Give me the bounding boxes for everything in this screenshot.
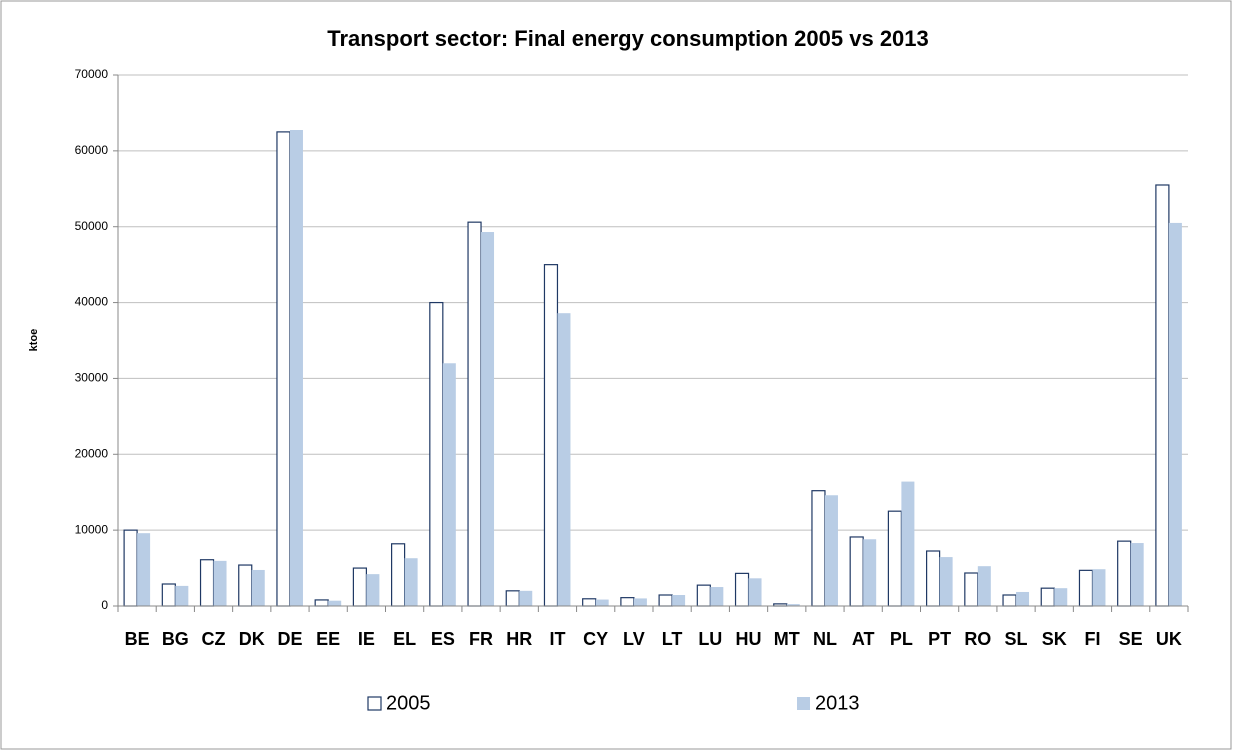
x-tick-label: LU (698, 629, 722, 649)
bar (734, 572, 750, 607)
x-tick-label: IE (358, 629, 375, 649)
x-tick-label: HR (506, 629, 532, 649)
bar (1092, 569, 1106, 606)
x-tick-label: RO (964, 629, 991, 649)
y-tick-label: 50000 (75, 219, 109, 233)
bar (404, 558, 418, 606)
legend-label: 2005 (386, 692, 431, 714)
bar (505, 590, 520, 607)
bar (442, 363, 456, 606)
x-tick-label: PL (890, 629, 913, 649)
bar (123, 529, 138, 607)
bar (429, 301, 444, 607)
chart-title: Transport sector: Final energy consumpti… (327, 26, 929, 51)
bar (1054, 588, 1068, 606)
bar (887, 510, 902, 607)
x-tick-label: LV (623, 629, 645, 649)
y-tick-label: 40000 (75, 295, 109, 309)
bar (199, 559, 215, 607)
bar (595, 599, 609, 606)
x-tick-label: DK (239, 629, 265, 649)
bar (328, 600, 342, 606)
y-tick-label: 20000 (75, 446, 109, 460)
bar (276, 131, 291, 607)
bar (213, 560, 227, 606)
bar (926, 550, 941, 607)
x-tick-label: SL (1005, 629, 1028, 649)
bar (391, 543, 406, 607)
bar (481, 232, 495, 606)
x-tick-label: DE (277, 629, 302, 649)
y-tick-label: 70000 (75, 67, 109, 81)
bar (137, 533, 151, 606)
x-tick-label: SE (1119, 629, 1143, 649)
bar (1117, 540, 1132, 607)
bar (672, 595, 686, 606)
bar (748, 578, 762, 606)
bar (251, 569, 265, 606)
y-tick-label: 10000 (75, 522, 109, 536)
x-tick-label: UK (1156, 629, 1182, 649)
x-tick-label: CY (583, 629, 608, 649)
bar (582, 598, 597, 607)
bar (366, 574, 380, 606)
bar (658, 594, 673, 607)
x-tick-label: PT (928, 629, 951, 649)
bar (977, 566, 991, 606)
x-tick-label: NL (813, 629, 837, 649)
bar (901, 481, 915, 606)
bar (175, 585, 189, 606)
bar (964, 572, 979, 607)
bar (314, 599, 329, 607)
x-tick-label: BG (162, 629, 189, 649)
y-tick-label: 60000 (75, 143, 109, 157)
legend-label: 2013 (815, 692, 860, 714)
x-tick-label: EL (393, 629, 416, 649)
bar (849, 536, 864, 607)
bar (811, 490, 826, 607)
bar (1168, 222, 1182, 606)
bar (939, 557, 953, 606)
bar (786, 604, 800, 606)
legend-swatch (367, 696, 382, 711)
x-tick-label: BE (125, 629, 150, 649)
bar (633, 598, 647, 606)
x-tick-label: EE (316, 629, 340, 649)
x-tick-label: CZ (202, 629, 226, 649)
x-tick-label: AT (852, 629, 875, 649)
x-tick-label: MT (774, 629, 800, 649)
x-tick-label: SK (1042, 629, 1067, 649)
legend-swatch (797, 697, 810, 710)
y-tick-label: 30000 (75, 371, 109, 385)
bar (352, 567, 367, 607)
bar (557, 313, 571, 606)
x-tick-label: HU (736, 629, 762, 649)
bar (519, 590, 533, 606)
bar (161, 583, 176, 607)
x-tick-label: ES (431, 629, 455, 649)
bar (1016, 591, 1030, 606)
bar (824, 495, 838, 606)
bar (1040, 587, 1055, 607)
bar (696, 584, 711, 607)
bar (863, 539, 877, 606)
bar (467, 221, 482, 607)
bar (1078, 569, 1094, 607)
x-tick-label: FR (469, 629, 493, 649)
bar (1002, 594, 1017, 607)
bar (620, 597, 635, 607)
bar (543, 264, 559, 607)
bar (289, 129, 303, 606)
x-tick-label: FI (1084, 629, 1100, 649)
bar (1155, 184, 1170, 607)
x-tick-label: IT (549, 629, 565, 649)
y-tick-label: 0 (101, 598, 108, 612)
y-axis-label: ktoe (28, 329, 40, 352)
bar (710, 587, 724, 606)
bar (238, 564, 253, 607)
bar (1130, 543, 1144, 606)
x-tick-label: LT (662, 629, 683, 649)
